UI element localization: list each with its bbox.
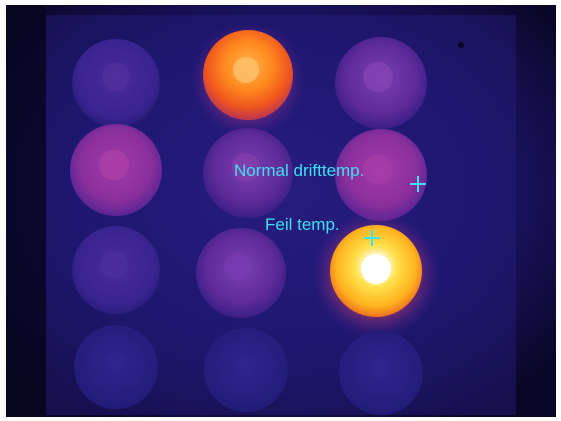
fuse-cap-r3c3-hot (312, 211, 440, 339)
fuse-cap-r4c2 (204, 328, 288, 412)
fuse-cap-r2c2 (203, 128, 293, 218)
fuse-cap-r1c2-warm (190, 22, 306, 138)
fuse-cap-r4c3 (339, 331, 423, 415)
fuse-cap-r1c1 (72, 39, 160, 127)
fault-temp-label: Feil temp. (265, 215, 340, 234)
fuse-cap-r2c3 (335, 129, 427, 221)
fuse-cap-r3c2 (196, 228, 286, 318)
left-dark-edge (6, 5, 46, 417)
fuse-cap-r4c1 (74, 325, 158, 409)
screw-mark (458, 42, 464, 48)
fuse-cap-r2c1 (70, 124, 162, 216)
fault-temp-crosshair-icon (364, 230, 380, 246)
thermal-scene (6, 5, 556, 417)
thermal-image: Normal drifttemp. Feil temp. (6, 5, 556, 417)
normal-temp-crosshair-icon (410, 176, 426, 192)
normal-temp-label: Normal drifttemp. (234, 161, 365, 180)
fuse-cap-r3c1 (72, 226, 160, 314)
fuse-cap-r1c3 (335, 37, 427, 129)
